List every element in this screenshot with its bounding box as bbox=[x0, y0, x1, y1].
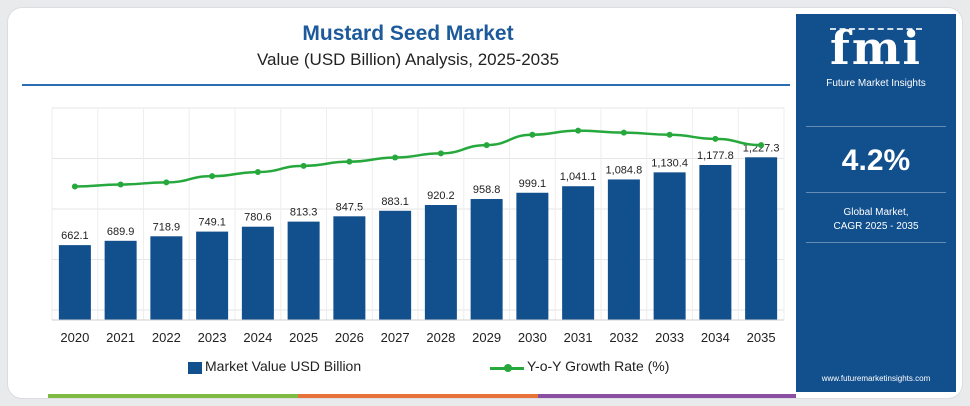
bar-label-2029: 958.8 bbox=[473, 184, 501, 196]
bar-2035 bbox=[745, 157, 778, 320]
cagr-label-line2: CAGR 2025 - 2035 bbox=[833, 221, 919, 232]
bar-label-2028: 920.2 bbox=[427, 190, 455, 202]
bar-2034 bbox=[699, 164, 732, 320]
panel-divider-mid bbox=[806, 192, 946, 193]
website-url: www.futuremarketinsights.com bbox=[821, 374, 931, 383]
x-tick-2028: 2028 bbox=[426, 330, 455, 345]
bar-2032 bbox=[607, 179, 640, 320]
bar-label-2030: 999.1 bbox=[519, 178, 547, 190]
growth-point-2033 bbox=[666, 131, 673, 138]
x-tick-2027: 2027 bbox=[381, 330, 410, 345]
growth-point-2031 bbox=[575, 127, 582, 134]
bar-line-chart: 662.1 2020 689.9 2021 718.9 2022 749.1 2023 780.… bbox=[51, 107, 785, 345]
growth-line bbox=[74, 129, 762, 188]
bar-2021 bbox=[104, 240, 137, 320]
bar-label-2032: 1,084.8 bbox=[606, 164, 643, 176]
bar-2031 bbox=[562, 186, 595, 320]
bar-label-2024: 780.6 bbox=[244, 212, 272, 224]
growth-point-2034 bbox=[712, 135, 719, 142]
growth-point-2035 bbox=[758, 142, 765, 149]
panel-divider-bottom bbox=[806, 242, 946, 243]
x-tick-2026: 2026 bbox=[335, 330, 364, 345]
x-tick-2025: 2025 bbox=[289, 330, 318, 345]
bar-2028 bbox=[424, 205, 457, 320]
bar-2027 bbox=[379, 210, 412, 320]
bar-2026 bbox=[333, 216, 366, 320]
bottom-stripe-green bbox=[48, 394, 298, 398]
chart-title: Mustard Seed Market bbox=[302, 22, 514, 45]
bar-2023 bbox=[196, 231, 229, 320]
growth-point-2021 bbox=[117, 181, 124, 188]
x-tick-2024: 2024 bbox=[243, 330, 272, 345]
x-tick-2020: 2020 bbox=[60, 330, 89, 345]
growth-point-2028 bbox=[437, 150, 444, 157]
bar-2020 bbox=[58, 245, 91, 320]
cagr-label: Global Market, CAGR 2025 - 2035 bbox=[796, 206, 956, 234]
bottom-stripe-purple bbox=[538, 394, 796, 398]
bar-label-2031: 1,041.1 bbox=[560, 171, 597, 183]
growth-point-2026 bbox=[346, 158, 353, 165]
x-tick-2021: 2021 bbox=[106, 330, 135, 345]
x-tick-2033: 2033 bbox=[655, 330, 684, 345]
legend-line-label: Y-o-Y Growth Rate (%) bbox=[527, 358, 670, 374]
bar-label-2023: 749.1 bbox=[198, 217, 226, 229]
chart-legend: Market Value USD Billion Y-o-Y Growth Ra… bbox=[8, 358, 796, 378]
bar-label-2026: 847.5 bbox=[336, 201, 364, 213]
bar-label-2022: 718.9 bbox=[153, 221, 181, 233]
logo-dots bbox=[830, 28, 922, 34]
bar-label-2033: 1,130.4 bbox=[651, 157, 688, 169]
chart-card: Mustard Seed Market Value (USD Billion) … bbox=[8, 8, 962, 398]
bar-2022 bbox=[150, 236, 183, 320]
bar-label-2034: 1,177.8 bbox=[697, 150, 734, 162]
growth-point-2020 bbox=[71, 183, 78, 190]
bar-2025 bbox=[287, 221, 320, 320]
x-tick-2035: 2035 bbox=[747, 330, 776, 345]
bar-2029 bbox=[470, 199, 503, 320]
x-tick-2031: 2031 bbox=[564, 330, 593, 345]
growth-point-2022 bbox=[163, 179, 170, 186]
bar-2024 bbox=[241, 226, 274, 320]
bar-2033 bbox=[653, 172, 686, 320]
growth-point-2025 bbox=[300, 162, 307, 169]
title-divider bbox=[22, 84, 790, 86]
logo-caption: Future Market Insights bbox=[826, 78, 926, 89]
x-tick-2032: 2032 bbox=[609, 330, 638, 345]
panel-divider-top bbox=[806, 126, 946, 127]
bar-label-2020: 662.1 bbox=[61, 230, 89, 242]
growth-point-2023 bbox=[209, 173, 216, 180]
x-tick-2022: 2022 bbox=[152, 330, 181, 345]
cagr-label-line1: Global Market, bbox=[843, 207, 909, 218]
bar-label-2021: 689.9 bbox=[107, 226, 135, 238]
fmi-logo: fmi bbox=[830, 21, 922, 75]
cagr-value: 4.2% bbox=[841, 144, 911, 177]
x-tick-2030: 2030 bbox=[518, 330, 547, 345]
bottom-stripe-orange bbox=[298, 394, 538, 398]
x-tick-2034: 2034 bbox=[701, 330, 730, 345]
x-tick-2029: 2029 bbox=[472, 330, 501, 345]
legend-line-marker bbox=[504, 364, 512, 372]
legend-bar-swatch bbox=[188, 362, 202, 374]
brand-panel: fmi Future Market Insights 4.2% Global M… bbox=[796, 14, 956, 392]
chart-subtitle: Value (USD Billion) Analysis, 2025-2035 bbox=[256, 50, 560, 69]
bar-2030 bbox=[516, 192, 549, 320]
growth-point-2024 bbox=[254, 169, 261, 176]
growth-point-2032 bbox=[620, 129, 627, 136]
legend-bar-label: Market Value USD Billion bbox=[205, 358, 362, 374]
growth-point-2027 bbox=[392, 154, 399, 161]
bar-label-2027: 883.1 bbox=[381, 196, 409, 208]
x-tick-2023: 2023 bbox=[198, 330, 227, 345]
growth-point-2029 bbox=[483, 142, 490, 149]
growth-point-2030 bbox=[529, 131, 536, 138]
bar-label-2025: 813.3 bbox=[290, 207, 318, 219]
